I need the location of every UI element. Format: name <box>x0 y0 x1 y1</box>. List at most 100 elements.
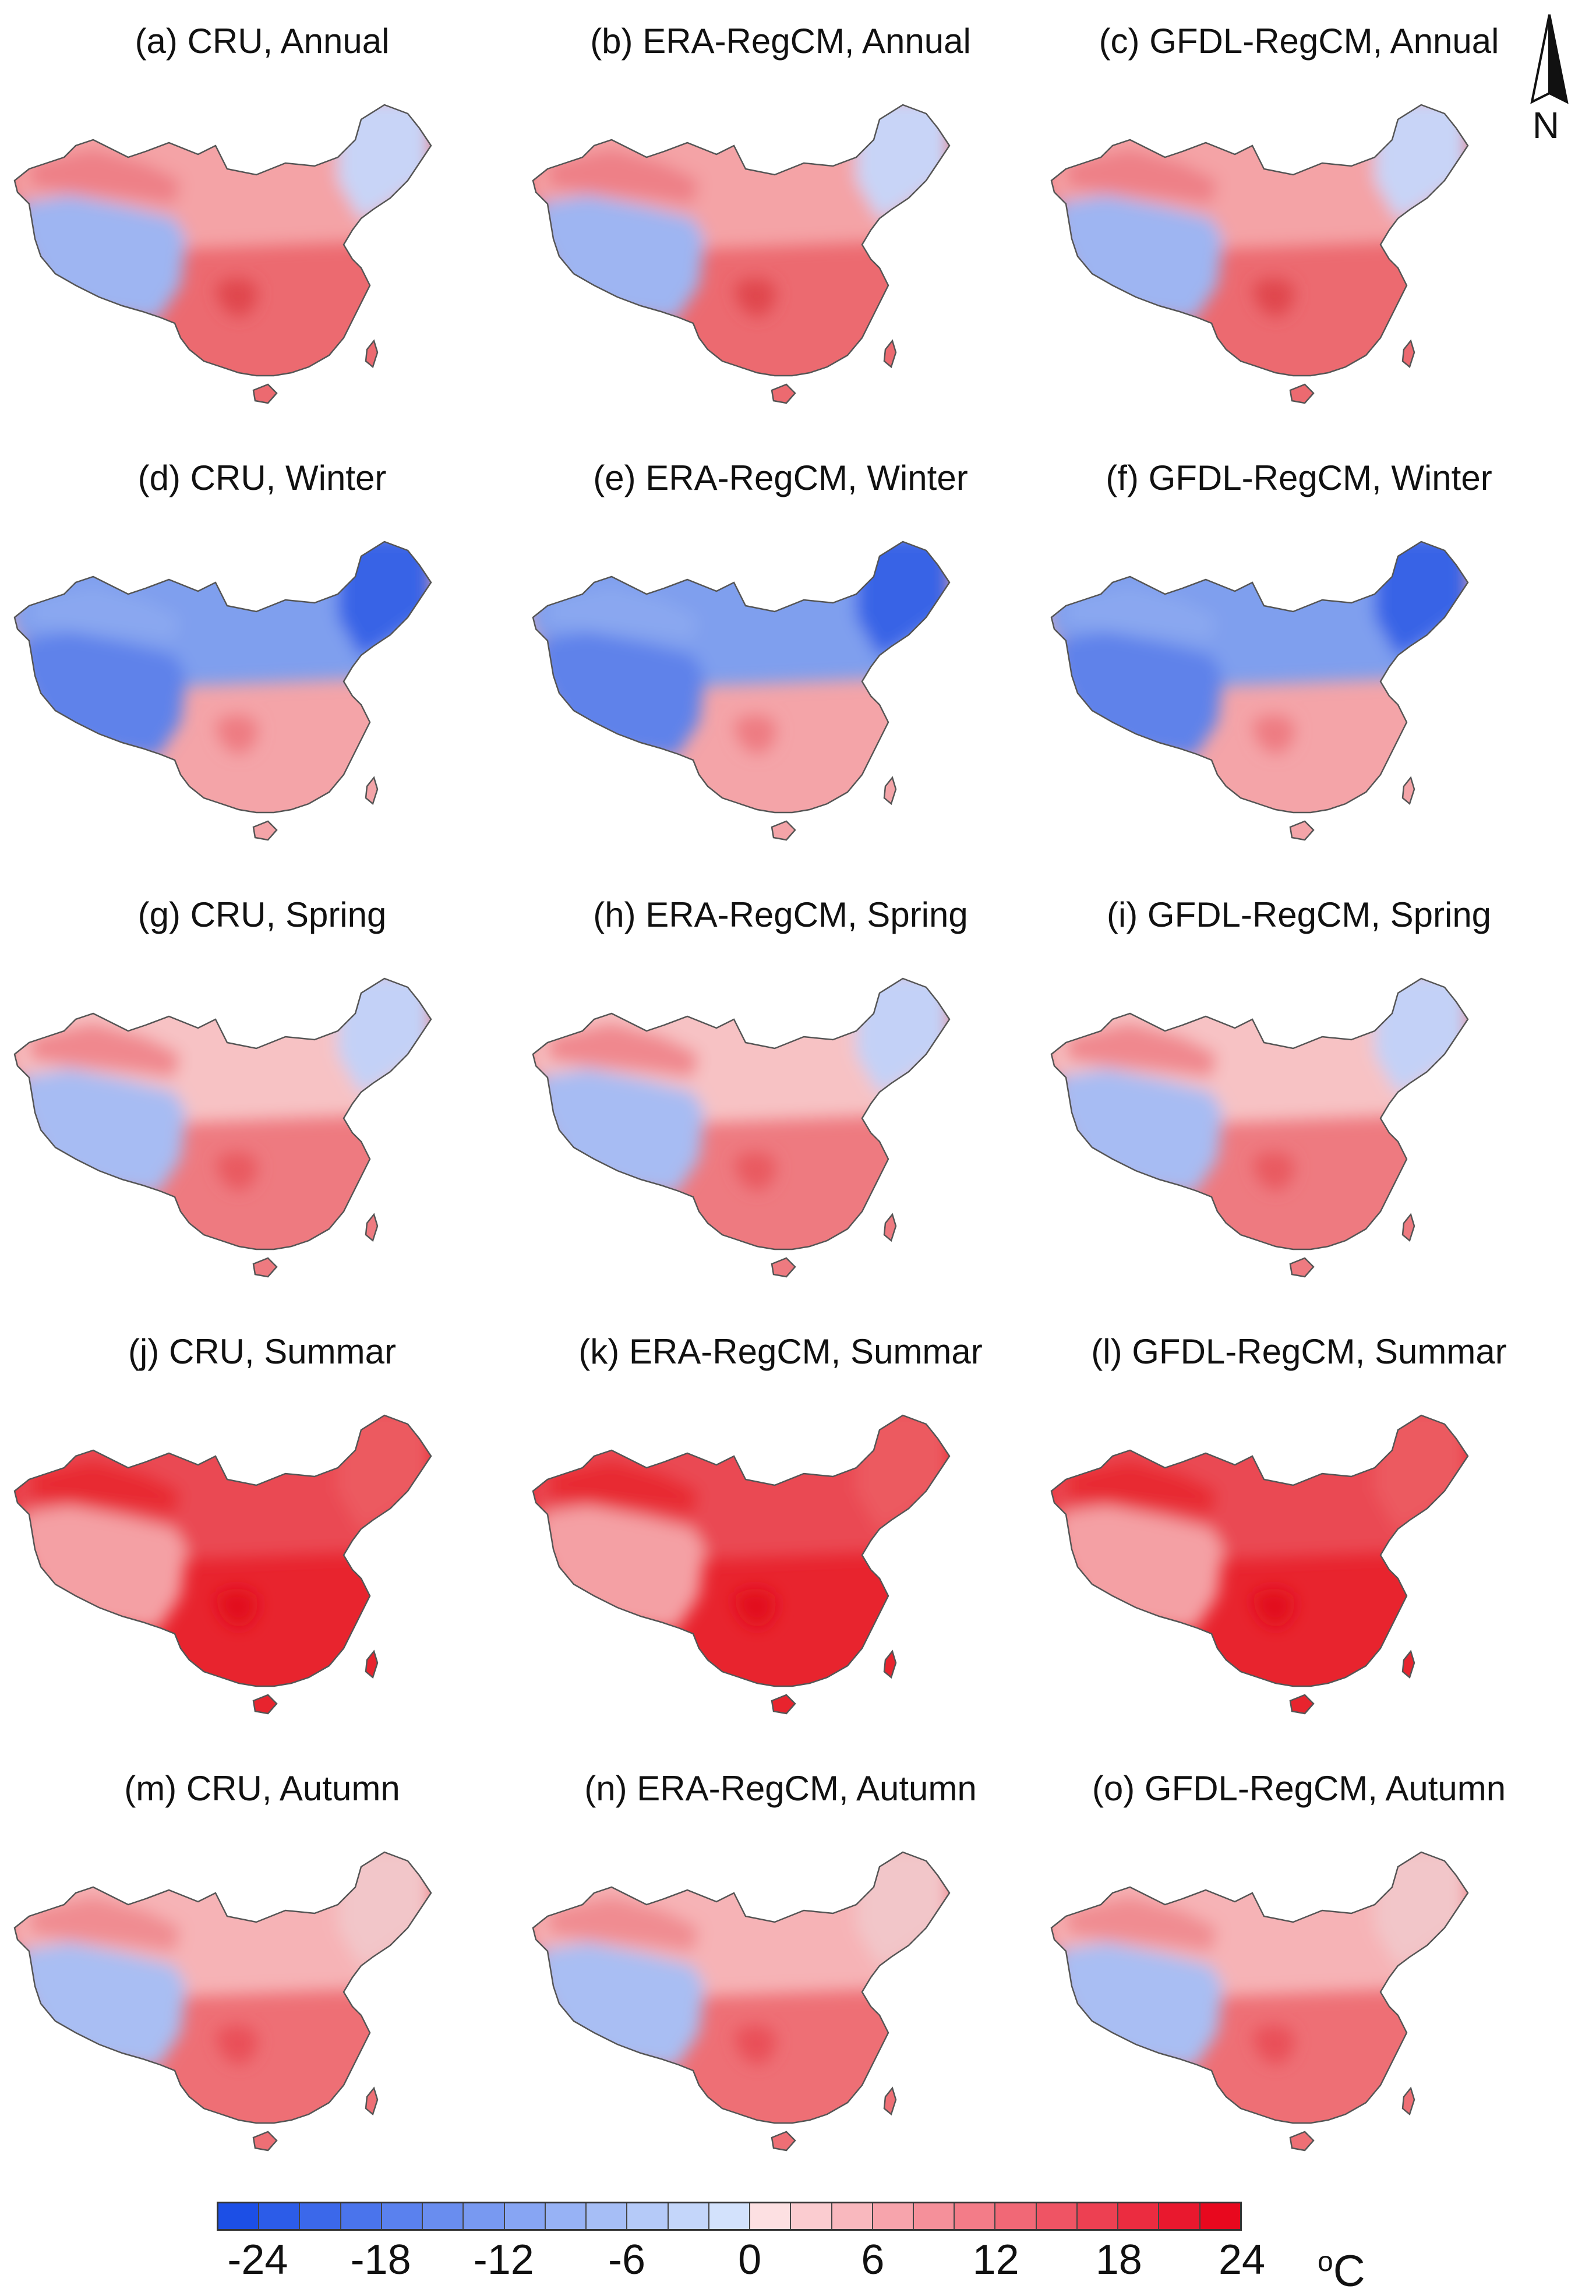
panel-title: (o) GFDL-RegCM, Autumn <box>1092 1769 1506 1808</box>
colorbar-segment <box>873 2203 914 2229</box>
panel-title: (h) ERA-RegCM, Spring <box>593 895 968 934</box>
colorbar-segment <box>259 2203 301 2229</box>
colorbar-segment <box>382 2203 423 2229</box>
region-basin <box>1252 2025 1295 2065</box>
map-panel-k: (k) ERA-RegCM, Summar <box>518 1311 1043 1747</box>
panel-title: (j) CRU, Summar <box>128 1332 396 1371</box>
region-desert <box>29 149 181 204</box>
china-outline <box>1050 1414 1469 1687</box>
region-northeast <box>856 1415 949 1532</box>
region-northeast <box>338 979 431 1095</box>
region-northeast <box>1375 105 1468 221</box>
taiwan-island <box>883 2086 897 2116</box>
taiwan-island <box>1401 2086 1415 2116</box>
map-panel-m: (m) CRU, Autumn <box>0 1747 524 2184</box>
china-outline <box>1050 1851 1469 2124</box>
colorbar-segment <box>668 2203 709 2229</box>
colorbar-segment <box>587 2203 628 2229</box>
region-northeast <box>856 1852 949 1969</box>
colorbar-tick-label: -18 <box>350 2237 411 2283</box>
region-desert <box>1066 1459 1217 1514</box>
colorbar-tick-label: 12 <box>972 2237 1019 2283</box>
hainan-island <box>252 1694 278 1715</box>
colorbar-segment <box>995 2203 1037 2229</box>
hainan-island <box>771 1694 796 1715</box>
region-basin <box>1252 1588 1295 1628</box>
china-outline <box>13 1851 432 2124</box>
taiwan-island <box>1401 1213 1415 1242</box>
map-panel-j: (j) CRU, Summar <box>0 1311 524 1747</box>
colorbar-segment <box>1159 2203 1200 2229</box>
map-panel-g: (g) CRU, Spring <box>0 874 524 1311</box>
colorbar-segment <box>545 2203 587 2229</box>
region-basin <box>216 278 258 317</box>
region-basin <box>1252 278 1295 317</box>
unit-letter: C <box>1333 2246 1365 2296</box>
taiwan-island <box>1401 776 1415 806</box>
china-temperature-map <box>13 1414 432 1715</box>
map-panel-i: (i) GFDL-RegCM, Spring <box>1037 874 1561 1311</box>
region-basin <box>734 1588 776 1628</box>
region-basin <box>734 278 776 317</box>
panel-title: (n) ERA-RegCM, Autumn <box>584 1769 977 1808</box>
hainan-island <box>252 820 278 841</box>
colorbar-tick-label: 6 <box>861 2237 885 2283</box>
taiwan-island <box>365 776 379 806</box>
panel-title: (e) ERA-RegCM, Winter <box>593 458 968 497</box>
hainan-island <box>771 383 796 404</box>
region-desert <box>548 1896 699 1951</box>
region-basin <box>216 2025 258 2065</box>
taiwan-island <box>883 1649 897 1679</box>
region-basin <box>216 1151 258 1191</box>
colorbar-segment <box>709 2203 751 2229</box>
china-temperature-map <box>1050 541 1469 841</box>
region-desert <box>548 1022 699 1078</box>
region-desert <box>548 585 699 641</box>
china-temperature-map <box>13 1851 432 2152</box>
china-temperature-map <box>1050 104 1469 404</box>
hainan-island <box>1289 383 1315 404</box>
colorbar-tick-label: -24 <box>227 2237 288 2283</box>
china-outline <box>532 977 951 1251</box>
china-temperature-map <box>13 977 432 1278</box>
colorbar-segment <box>423 2203 464 2229</box>
china-outline <box>13 541 432 814</box>
panel-title: (g) CRU, Spring <box>137 895 387 934</box>
colorbar-tick-label: 0 <box>738 2237 762 2283</box>
china-temperature-map <box>532 1414 951 1715</box>
hainan-island <box>252 1257 278 1278</box>
panel-title: (b) ERA-RegCM, Annual <box>590 22 971 61</box>
hainan-island <box>1289 1694 1315 1715</box>
region-basin <box>216 1588 258 1628</box>
region-desert <box>29 585 181 641</box>
colorbar-segment <box>750 2203 792 2229</box>
hainan-island <box>771 820 796 841</box>
panel-title: (c) GFDL-RegCM, Annual <box>1099 22 1499 61</box>
region-desert <box>29 1896 181 1951</box>
region-northeast <box>338 1852 431 1969</box>
panel-title: (l) GFDL-RegCM, Summar <box>1091 1332 1507 1371</box>
region-desert <box>1066 149 1217 204</box>
colorbar-segment <box>1036 2203 1078 2229</box>
china-temperature-map <box>13 104 432 404</box>
region-basin <box>734 2025 776 2065</box>
panel-title: (m) CRU, Autumn <box>124 1769 400 1808</box>
taiwan-island <box>1401 339 1415 369</box>
colorbar-segment <box>341 2203 382 2229</box>
taiwan-island <box>365 339 379 369</box>
region-desert <box>29 1022 181 1078</box>
north-arrow-icon <box>1530 14 1569 104</box>
china-outline <box>1050 977 1469 1251</box>
region-desert <box>1066 1022 1217 1078</box>
region-northeast <box>338 1415 431 1532</box>
china-temperature-map <box>532 977 951 1278</box>
taiwan-island <box>883 339 897 369</box>
region-desert <box>29 1459 181 1514</box>
colorbar-segment <box>791 2203 832 2229</box>
taiwan-island <box>365 2086 379 2116</box>
taiwan-island <box>883 776 897 806</box>
colorbar-unit: oC <box>1318 2238 1365 2296</box>
colorbar-segment <box>627 2203 669 2229</box>
colorbar <box>217 2202 1242 2231</box>
panel-title: (a) CRU, Annual <box>135 22 390 61</box>
